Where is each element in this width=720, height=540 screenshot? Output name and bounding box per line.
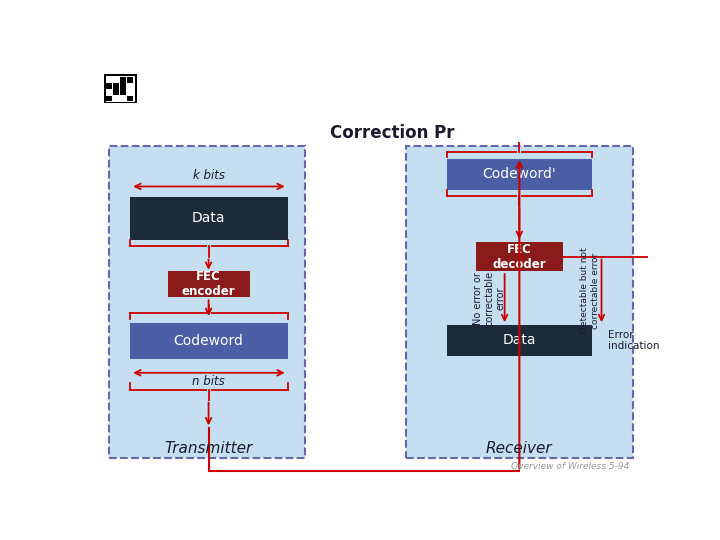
Bar xyxy=(113,83,120,89)
Bar xyxy=(127,96,133,101)
Bar xyxy=(130,197,287,240)
Text: Receiver: Receiver xyxy=(486,441,553,456)
Bar xyxy=(113,90,120,95)
Text: Codeword: Codeword xyxy=(174,334,243,348)
Text: k bits: k bits xyxy=(193,169,225,182)
Text: Transmitter: Transmitter xyxy=(164,441,253,456)
Bar xyxy=(406,146,632,457)
Bar xyxy=(104,74,137,103)
Text: Codeword': Codeword' xyxy=(482,167,557,181)
Text: Correction Pr: Correction Pr xyxy=(330,124,455,141)
Bar xyxy=(120,77,127,83)
Bar xyxy=(446,159,593,190)
Bar xyxy=(109,146,305,457)
Bar xyxy=(476,242,563,271)
Bar xyxy=(107,96,112,101)
Text: n bits: n bits xyxy=(192,375,225,388)
Bar xyxy=(107,83,112,89)
Text: Data: Data xyxy=(503,334,536,347)
Bar xyxy=(120,83,127,89)
Bar xyxy=(106,76,135,102)
Text: Data: Data xyxy=(192,212,225,225)
Bar xyxy=(446,325,593,356)
Text: Detectable but not
correctable error: Detectable but not correctable error xyxy=(580,248,600,333)
Bar xyxy=(130,323,287,359)
Text: Error
indication: Error indication xyxy=(608,329,660,351)
Bar xyxy=(120,90,127,95)
Bar xyxy=(127,77,133,83)
Text: FEC
decoder: FEC decoder xyxy=(492,242,546,271)
Text: FEC
encoder: FEC encoder xyxy=(181,270,235,298)
Text: Overview of Wireless 5-94: Overview of Wireless 5-94 xyxy=(511,462,630,471)
Text: No error or
correctable
error: No error or correctable error xyxy=(472,271,505,326)
Bar xyxy=(168,271,250,298)
